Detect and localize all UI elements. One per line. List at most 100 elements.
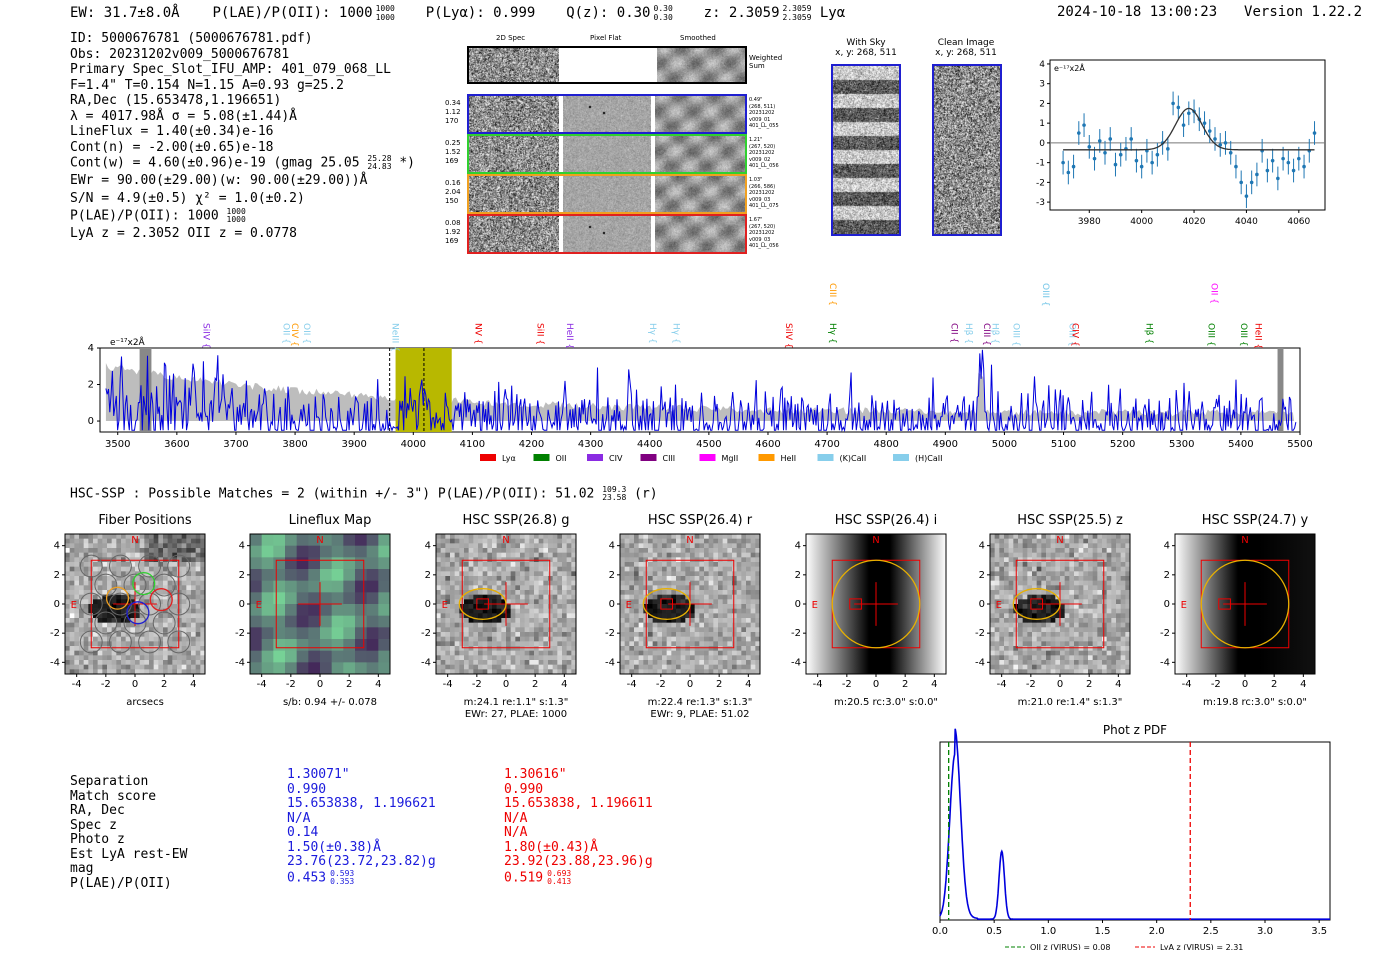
hsc-xtick-label: -4 bbox=[72, 679, 82, 690]
hsc-pixel bbox=[629, 599, 635, 605]
hsc-pixel bbox=[1050, 669, 1056, 675]
hsc-pixel bbox=[690, 548, 695, 553]
hsc-pixel bbox=[111, 636, 117, 642]
cutout-panel: 2D Spec Pixel Flat Smoothed Weighted Sum… bbox=[440, 34, 782, 256]
hsc-pixel bbox=[529, 594, 535, 600]
hsc-pixel bbox=[571, 538, 577, 544]
hsc-pixel bbox=[97, 669, 103, 675]
hsc-pixel bbox=[1083, 534, 1089, 539]
hsc-pixel bbox=[440, 594, 446, 600]
compare-hi: 0.593 bbox=[330, 868, 355, 878]
hsc-pixel bbox=[755, 566, 761, 572]
hsc-pixel bbox=[994, 660, 1000, 665]
hsc-pixel bbox=[492, 538, 497, 544]
hsc-pixel bbox=[1092, 594, 1098, 600]
hsc-pixel bbox=[135, 576, 140, 581]
hsc-pixel bbox=[130, 632, 136, 637]
hsc-pixel bbox=[524, 552, 530, 558]
hsc-pixel bbox=[125, 552, 131, 558]
hsc-pixel bbox=[999, 571, 1005, 577]
fullspec-line-label: Hγ { bbox=[647, 323, 657, 344]
hsc-pixel bbox=[543, 660, 549, 665]
hsc-pixel bbox=[492, 618, 497, 623]
hsc-pixel bbox=[492, 580, 497, 586]
hsc-pixel bbox=[557, 641, 563, 647]
hsc-pixel bbox=[1060, 660, 1065, 665]
hsc-pixel bbox=[149, 599, 154, 605]
hsc-pixel bbox=[1069, 590, 1075, 595]
hsc-pixel bbox=[200, 557, 206, 563]
fullspec-xtick-label: 3700 bbox=[223, 439, 248, 450]
hsc-pixel bbox=[440, 604, 446, 609]
hsc-pixel bbox=[468, 669, 474, 675]
lineflux-pixel bbox=[250, 580, 263, 593]
east-label: E bbox=[256, 600, 262, 611]
hsc-pixel bbox=[685, 618, 691, 623]
hsc-pixel bbox=[172, 590, 178, 595]
hsc-pixel bbox=[1097, 618, 1103, 623]
hsc-pixel bbox=[144, 594, 150, 600]
hsc-pixel bbox=[454, 641, 460, 647]
hsc-pixel bbox=[445, 660, 451, 665]
hsc-pixel bbox=[736, 562, 742, 567]
hsc-pixel bbox=[990, 622, 995, 628]
hsc-pixel bbox=[994, 608, 1000, 614]
hsc-pixel bbox=[111, 538, 117, 544]
hsc-pixel bbox=[69, 664, 75, 670]
lineflux-pixel bbox=[366, 662, 379, 675]
hsc-pixel bbox=[620, 669, 625, 675]
hsc-pixel bbox=[652, 650, 658, 656]
header-qz-lo: 0.30 bbox=[653, 13, 673, 22]
hsc-pixel bbox=[510, 618, 516, 623]
cutout-2dspec bbox=[469, 176, 559, 212]
hsc-pixel bbox=[125, 576, 131, 581]
lineflux-pixel bbox=[320, 604, 333, 617]
hsc-pixel bbox=[1069, 632, 1075, 637]
hsc-pixel bbox=[1046, 580, 1051, 586]
hsc-pixel bbox=[473, 534, 479, 539]
hsc-pixel bbox=[506, 632, 511, 637]
hsc-pixel bbox=[571, 660, 577, 665]
hsc-pixel bbox=[666, 604, 672, 609]
hsc-pixel bbox=[454, 562, 460, 567]
hsc-pixel bbox=[1022, 660, 1028, 665]
hsc-pixel bbox=[1083, 590, 1089, 595]
hsc-pixel bbox=[538, 538, 544, 544]
hsc-pixel bbox=[1004, 552, 1009, 558]
fiber-circle bbox=[123, 573, 147, 597]
hsc-pixel bbox=[1027, 660, 1033, 665]
hsc-pixel bbox=[718, 576, 723, 581]
hsc-pixel bbox=[102, 632, 108, 637]
hsc-pixel bbox=[680, 580, 686, 586]
hsc-pixel bbox=[666, 534, 672, 539]
hsc-pixel bbox=[172, 664, 178, 670]
fullspec-ytick-label: 2 bbox=[88, 380, 94, 391]
hsc-pixel bbox=[1069, 646, 1075, 651]
hsc-pixel bbox=[186, 650, 192, 656]
fullspec-xtick-label: 4700 bbox=[814, 439, 839, 450]
hsc-pixel bbox=[468, 562, 474, 567]
hsc-pixel bbox=[1083, 660, 1089, 665]
hsc-xtick-label: -4 bbox=[1182, 679, 1192, 690]
hsc-pixel bbox=[1041, 650, 1047, 656]
hsc-pixel bbox=[1046, 636, 1051, 642]
hsc-pixel bbox=[492, 534, 497, 539]
hsc-pixel bbox=[153, 576, 159, 581]
hsc-pixel bbox=[690, 580, 695, 586]
hsc-pixel bbox=[1060, 632, 1065, 637]
hsc-pixel bbox=[107, 552, 112, 558]
fullspec-xtick-label: 4400 bbox=[637, 439, 662, 450]
hsc-pixel bbox=[1083, 552, 1089, 558]
hsc-pixel bbox=[65, 660, 70, 665]
hsc-pixel bbox=[478, 636, 483, 642]
hsc-pixel bbox=[487, 548, 493, 553]
hsc-pixel bbox=[107, 650, 112, 656]
hsc-pixel bbox=[750, 599, 756, 605]
hsc-pixel bbox=[571, 543, 577, 549]
lineflux-pixel bbox=[343, 557, 356, 570]
hsc-pixel bbox=[83, 580, 89, 586]
hsc-pixel bbox=[153, 632, 159, 637]
info-primary: Primary Spec_Slot_IFU_AMP: 401_079_068_L… bbox=[70, 62, 391, 77]
hsc-pixel bbox=[638, 618, 644, 623]
hsc-pixel bbox=[629, 655, 635, 661]
